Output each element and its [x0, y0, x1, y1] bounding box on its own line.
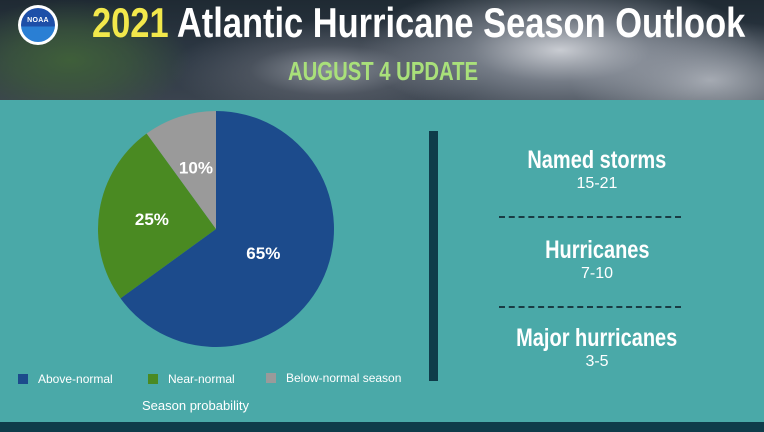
- stat-major-hurricanes: Major hurricanes 3-5: [482, 324, 712, 372]
- noaa-logo: NOAA: [18, 5, 58, 45]
- header-banner: NOAA 2021 Atlantic Hurricane Season Outl…: [0, 0, 764, 100]
- stat-value-named-storms: 15-21: [576, 175, 618, 192]
- stat-value-hurricanes: 7-10: [580, 265, 614, 282]
- stat-value-major-hurricanes: 3-5: [585, 353, 609, 370]
- stat-separator-1: [499, 216, 681, 218]
- pie-label-above-normal: 65%: [246, 244, 280, 263]
- stat-separator-2: [499, 306, 681, 308]
- page-title: 2021 Atlantic Hurricane Season Outlook: [92, 0, 745, 46]
- stat-label-named-storms: Named storms: [527, 146, 667, 174]
- title-text: Atlantic Hurricane Season Outlook: [168, 0, 746, 46]
- chart-caption: Season probability: [142, 398, 249, 413]
- stat-hurricanes: Hurricanes 7-10: [482, 236, 712, 284]
- pie-label-near-normal: 25%: [135, 210, 169, 229]
- pie-slice-above-normal: [120, 111, 335, 347]
- stat-label-major-hurricanes: Major hurricanes: [516, 324, 678, 352]
- stat-label-hurricanes: Hurricanes: [544, 236, 650, 264]
- page-subtitle: AUGUST 4 UPDATE: [288, 56, 479, 86]
- noaa-logo-emblem: NOAA: [21, 8, 55, 42]
- stat-named-storms: Named storms 15-21: [482, 146, 712, 194]
- title-year: 2021: [92, 0, 169, 46]
- noaa-logo-text: NOAA: [27, 17, 49, 24]
- pie-slice-below-normal: [146, 111, 216, 229]
- pie-label-below-normal: 10%: [179, 158, 213, 177]
- vertical-divider: [429, 131, 438, 381]
- bottom-bar: [0, 422, 764, 432]
- pie-slice-near-normal: [97, 133, 216, 299]
